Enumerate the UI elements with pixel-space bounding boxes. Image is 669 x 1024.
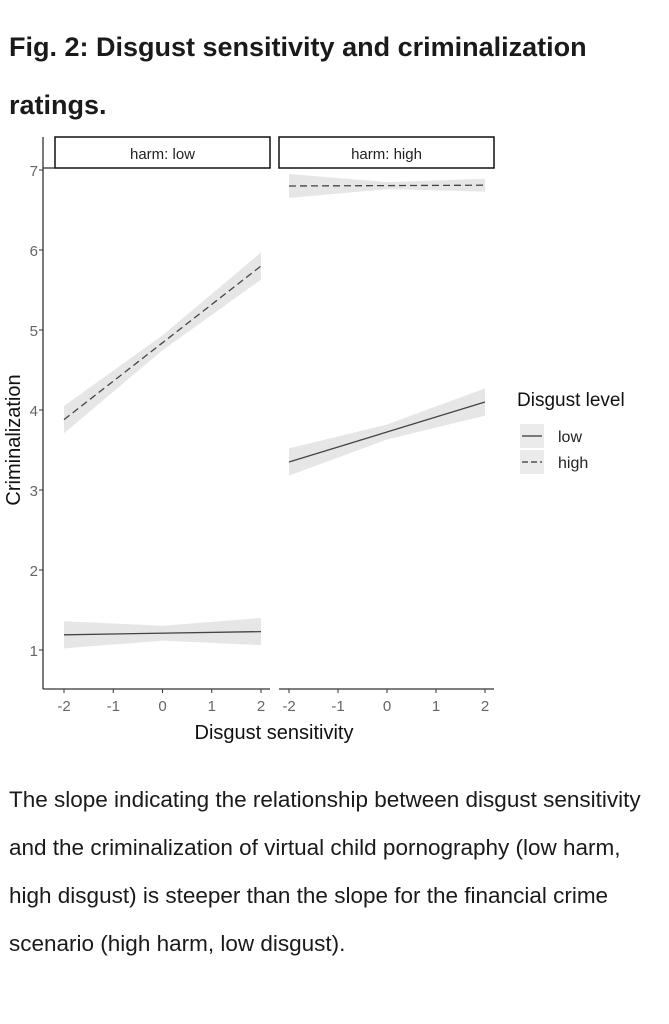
series-line-low bbox=[63, 630, 262, 636]
x-tick-label: 2 bbox=[481, 698, 489, 715]
y-tick-label: 3 bbox=[30, 483, 38, 500]
x-tick-label: 2 bbox=[257, 698, 265, 715]
caption-text: The slope indicating the relationship be… bbox=[9, 787, 641, 956]
legend-label-low: low bbox=[558, 429, 582, 446]
confidence-band-high bbox=[289, 174, 485, 198]
y-tick-label: 5 bbox=[30, 323, 38, 340]
figure-title: Fig. 2: Disgust sensitivity and criminal… bbox=[9, 32, 587, 120]
x-tick-label: 1 bbox=[208, 698, 216, 715]
series-line-low bbox=[288, 401, 486, 463]
x-tick-label: -1 bbox=[107, 698, 120, 715]
x-tick-label: -2 bbox=[57, 698, 70, 715]
y-tick-label: 4 bbox=[30, 403, 38, 420]
y-tick-label: 1 bbox=[30, 643, 38, 660]
x-tick-label: 1 bbox=[432, 698, 440, 715]
panel-strip bbox=[54, 136, 271, 169]
panel-strip-label: harm: high bbox=[351, 146, 422, 163]
x-axis-label: Disgust sensitivity bbox=[195, 722, 354, 744]
y-tick-label: 6 bbox=[30, 243, 38, 260]
series-line-high bbox=[63, 265, 262, 421]
legend: Disgust level low high bbox=[517, 390, 625, 474]
x-tick-label: 0 bbox=[383, 698, 391, 715]
y-axis-label: Criminalization bbox=[3, 374, 25, 505]
panel-strip bbox=[278, 136, 495, 169]
panel-strip-label: harm: low bbox=[130, 146, 195, 163]
x-tick-label: -2 bbox=[282, 698, 295, 715]
x-tick-label: 0 bbox=[158, 698, 166, 715]
chart: 1 2 3 4 5 6 7 harm: low -2 -1 0 1 2 harm: high -2 -1 0 1 2… bbox=[3, 136, 625, 744]
x-tick-label: -1 bbox=[331, 698, 344, 715]
legend-label-high: high bbox=[558, 455, 588, 472]
y-tick-label: 2 bbox=[30, 563, 38, 580]
y-tick-label: 7 bbox=[30, 163, 38, 180]
legend-title: Disgust level bbox=[517, 390, 625, 411]
